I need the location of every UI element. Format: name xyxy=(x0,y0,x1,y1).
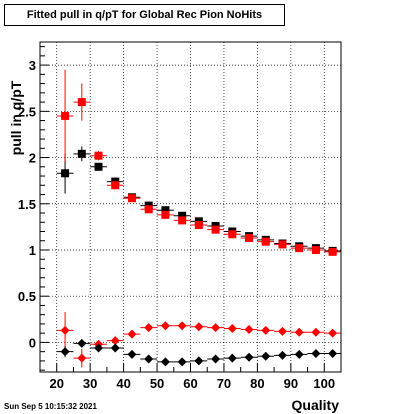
data-point xyxy=(194,322,204,332)
data-point xyxy=(177,357,187,367)
data-point xyxy=(94,151,103,160)
data-point xyxy=(227,353,237,363)
x-tick-label: 100 xyxy=(313,376,335,391)
y-tick-label: 2.5 xyxy=(18,104,36,119)
x-tick-label: 20 xyxy=(49,376,63,391)
x-tick-label: 80 xyxy=(250,376,264,391)
x-tick-label: 60 xyxy=(183,376,197,391)
grid xyxy=(40,42,341,372)
x-tick-label: 40 xyxy=(116,376,130,391)
data-point xyxy=(328,349,338,359)
data-point xyxy=(211,323,221,333)
data-point xyxy=(161,210,170,219)
x-tick-label: 50 xyxy=(150,376,164,391)
data-point xyxy=(194,356,204,366)
data-point xyxy=(211,354,221,364)
data-point xyxy=(144,323,154,333)
series-1 xyxy=(56,69,341,256)
data-point xyxy=(60,325,70,335)
data-point xyxy=(328,328,338,338)
data-point xyxy=(261,237,270,246)
data-point xyxy=(294,327,304,337)
series-3 xyxy=(56,338,341,367)
data-point xyxy=(60,347,70,357)
series-2 xyxy=(56,311,341,368)
x-tick-label: 90 xyxy=(284,376,298,391)
data-point xyxy=(61,169,70,178)
x-axis-title: Quality xyxy=(292,397,340,413)
data-point xyxy=(77,338,87,348)
data-point xyxy=(261,351,271,361)
data-point xyxy=(277,350,287,360)
series-0 xyxy=(56,146,341,255)
data-point xyxy=(178,211,187,220)
data-point xyxy=(328,247,337,256)
data-point xyxy=(127,349,137,359)
data-point xyxy=(160,321,170,331)
data-point xyxy=(127,329,137,339)
axes: 20 30 40 50 60 70 80 90 100 0 0.5 1 1.5 2 2.5 3 xyxy=(18,46,342,391)
data-point xyxy=(127,194,136,203)
data-point xyxy=(194,221,203,230)
y-tick-label: 3 xyxy=(29,58,36,73)
data-point xyxy=(211,225,220,234)
data-point xyxy=(245,233,254,242)
data-point xyxy=(244,324,254,334)
data-point xyxy=(77,98,86,107)
data-point xyxy=(110,336,120,346)
y-tick-label: 1.5 xyxy=(18,197,36,212)
data-point xyxy=(278,240,287,249)
data-point xyxy=(61,111,70,120)
data-point xyxy=(294,349,304,359)
data-point xyxy=(144,205,153,214)
data-point xyxy=(110,343,120,353)
data-point xyxy=(311,349,321,359)
data-point xyxy=(227,324,237,334)
data-point xyxy=(77,149,86,158)
data-point xyxy=(161,206,170,215)
data-point xyxy=(277,326,287,336)
data-point xyxy=(311,327,321,337)
data-point xyxy=(77,353,87,363)
data-point xyxy=(160,357,170,367)
timestamp: Sun Sep 5 10:15:32 2021 xyxy=(4,402,97,411)
y-tick-label: 0 xyxy=(29,335,36,350)
x-tick-label: 30 xyxy=(83,376,97,391)
data-point xyxy=(228,230,237,239)
data-point xyxy=(178,216,187,225)
data-point xyxy=(111,181,120,190)
data-point xyxy=(177,321,187,331)
y-tick-label: 1 xyxy=(29,243,36,258)
data-point xyxy=(244,352,254,362)
data-point xyxy=(144,354,154,364)
data-point xyxy=(261,325,271,335)
x-tick-label: 70 xyxy=(217,376,231,391)
y-axis-title: pull in q/pT xyxy=(8,80,24,155)
chart-title: Fitted pull in q/pT for Global Rec Pion … xyxy=(4,4,285,26)
y-tick-label: 2 xyxy=(29,151,36,166)
data-point xyxy=(311,245,320,254)
data-point xyxy=(94,343,104,353)
data-point xyxy=(94,162,103,171)
data-series xyxy=(56,69,341,368)
data-point xyxy=(295,244,304,253)
y-tick-label: 0.5 xyxy=(18,289,36,304)
